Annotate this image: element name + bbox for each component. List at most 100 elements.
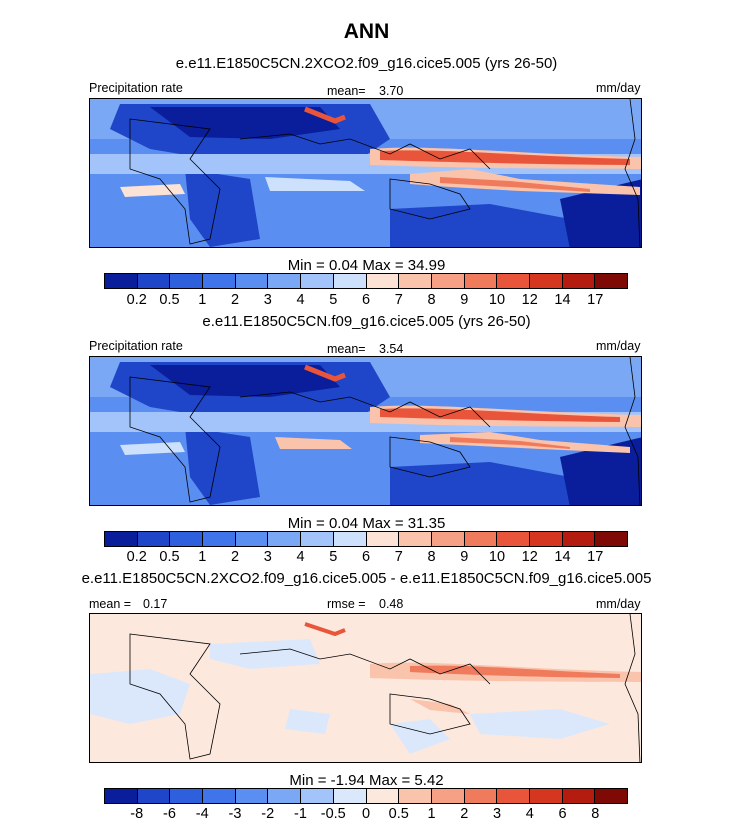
colorbar-swatch — [497, 532, 530, 546]
colorbar-tick-label: 4 — [296, 549, 305, 565]
colorbar-tick-label: 7 — [394, 549, 403, 565]
colorbar-swatch — [105, 532, 138, 546]
colorbar-tick-label: 4 — [296, 292, 305, 308]
colorbar-tick-label: 0.2 — [126, 292, 147, 308]
colorbar-swatch — [464, 274, 498, 288]
colorbar-swatch — [529, 789, 563, 803]
colorbar-swatch — [333, 274, 367, 288]
colorbar-swatch — [301, 789, 334, 803]
panel-2-colorbar-ticks: 0.2 0.5 1 2 3 4 5 6 7 8 9 10 12 14 17 — [104, 549, 628, 567]
colorbar-tick-label: 10 — [488, 292, 506, 308]
colorbar-swatch — [366, 274, 400, 288]
colorbar-swatch — [301, 274, 334, 288]
colorbar-swatch — [137, 532, 171, 546]
colorbar-swatch — [595, 532, 627, 546]
panel-2-minmax: Min = 0.04 Max = 31.35 — [287, 515, 446, 532]
colorbar-tick-label: 0 — [361, 806, 371, 822]
colorbar-swatch — [170, 789, 204, 803]
colorbar-tick-label: -1 — [294, 806, 307, 822]
colorbar-swatch — [203, 532, 236, 546]
panel-1-mean-label: mean= — [327, 84, 366, 98]
colorbar-swatch — [105, 789, 138, 803]
colorbar-swatch — [333, 789, 367, 803]
colorbar-tick-label: 1 — [198, 292, 207, 308]
panel-3-rmse-value: 0.48 — [379, 597, 404, 611]
colorbar-tick-label: 5 — [329, 292, 338, 308]
colorbar-tick-label: 3 — [263, 292, 272, 308]
colorbar-swatch — [268, 532, 302, 546]
panel-3-colorbar-ticks: -8 -6 -4 -3 -2 -1 -0.5 0 0.5 1 2 3 4 6 8 — [104, 806, 628, 824]
colorbar-swatch — [431, 532, 465, 546]
colorbar-swatch — [170, 274, 204, 288]
colorbar-tick-label: 8 — [427, 292, 436, 308]
colorbar-tick-label: 8 — [427, 549, 436, 565]
colorbar-swatch — [595, 274, 627, 288]
colorbar-swatch — [529, 274, 563, 288]
panel-3-mean-value: 0.17 — [143, 597, 168, 611]
colorbar-swatch — [235, 274, 269, 288]
colorbar-tick-label: -8 — [130, 806, 144, 822]
panel-1-colorbar-ticks: 0.2 0.5 1 2 3 4 5 6 7 8 9 10 12 14 17 — [104, 292, 628, 310]
panel-1-units-label: mm/day — [596, 81, 641, 95]
panel-1-mean-value: 3.70 — [379, 84, 404, 98]
colorbar-tick-label: 3 — [263, 549, 272, 565]
colorbar-swatch — [464, 789, 498, 803]
colorbar-tick-label: 2 — [460, 806, 469, 822]
colorbar-tick-label: -4 — [195, 806, 209, 822]
panel-1-minmax: Min = 0.04 Max = 34.99 — [287, 257, 446, 274]
colorbar-tick-label: 8 — [591, 806, 600, 822]
panel-3-colorbar — [104, 788, 628, 804]
panel-3-units-label: mm/day — [596, 597, 641, 611]
colorbar-swatch — [431, 274, 465, 288]
colorbar-tick-label: 9 — [460, 549, 469, 565]
panel-2-units-label: mm/day — [596, 339, 641, 353]
colorbar-swatch — [366, 789, 400, 803]
panel-1-map — [89, 98, 642, 248]
colorbar-swatch — [137, 789, 171, 803]
panel-2-mean-value: 3.54 — [379, 342, 404, 356]
colorbar-swatch — [562, 789, 596, 803]
panel-3-mean-label: mean = — [89, 597, 132, 611]
panel-1-colorbar — [104, 273, 628, 289]
colorbar-swatch — [235, 789, 269, 803]
colorbar-swatch — [399, 532, 432, 546]
colorbar-tick-label: 2 — [230, 292, 240, 308]
colorbar-tick-label: 4 — [525, 806, 534, 822]
colorbar-tick-label: 6 — [361, 292, 371, 308]
colorbar-tick-label: 3 — [492, 806, 502, 822]
colorbar-swatch — [529, 532, 563, 546]
colorbar-tick-label: 2 — [230, 549, 240, 565]
colorbar-swatch — [235, 532, 269, 546]
colorbar-tick-label: 5 — [329, 549, 338, 565]
colorbar-tick-label: 6 — [361, 549, 371, 565]
colorbar-swatch — [366, 532, 400, 546]
panel-1-subtitle: e.e11.E1850C5CN.2XCO2.f09_g16.cice5.005 … — [175, 55, 558, 72]
panel-2-colorbar — [104, 531, 628, 547]
colorbar-tick-label: 1 — [427, 806, 436, 822]
colorbar-swatch — [268, 789, 302, 803]
colorbar-tick-label: 12 — [521, 549, 538, 565]
colorbar-tick-label: 17 — [587, 292, 604, 308]
figure-title: ANN — [343, 20, 390, 43]
colorbar-swatch — [137, 274, 171, 288]
colorbar-swatch — [399, 789, 432, 803]
colorbar-swatch — [562, 532, 596, 546]
colorbar-tick-label: 14 — [554, 292, 571, 308]
colorbar-swatch — [497, 274, 530, 288]
colorbar-swatch — [497, 789, 530, 803]
panel-3-rmse-label: rmse = — [327, 597, 366, 611]
colorbar-tick-label: 1 — [198, 549, 207, 565]
panel-3-contour-field — [90, 614, 641, 762]
colorbar-tick-label: -6 — [163, 806, 176, 822]
colorbar-swatch — [203, 274, 236, 288]
colorbar-tick-label: 17 — [587, 549, 604, 565]
panel-3-map — [89, 613, 642, 763]
panel-1-variable-label: Precipitation rate — [89, 81, 183, 95]
colorbar-tick-label: 0.2 — [126, 549, 147, 565]
panel-3-minmax: Min = -1.94 Max = 5.42 — [289, 772, 444, 789]
colorbar-tick-label: -3 — [228, 806, 242, 822]
colorbar-tick-label: 14 — [554, 549, 571, 565]
colorbar-tick-label: -2 — [261, 806, 275, 822]
colorbar-swatch — [170, 532, 204, 546]
colorbar-tick-label: 10 — [488, 549, 506, 565]
